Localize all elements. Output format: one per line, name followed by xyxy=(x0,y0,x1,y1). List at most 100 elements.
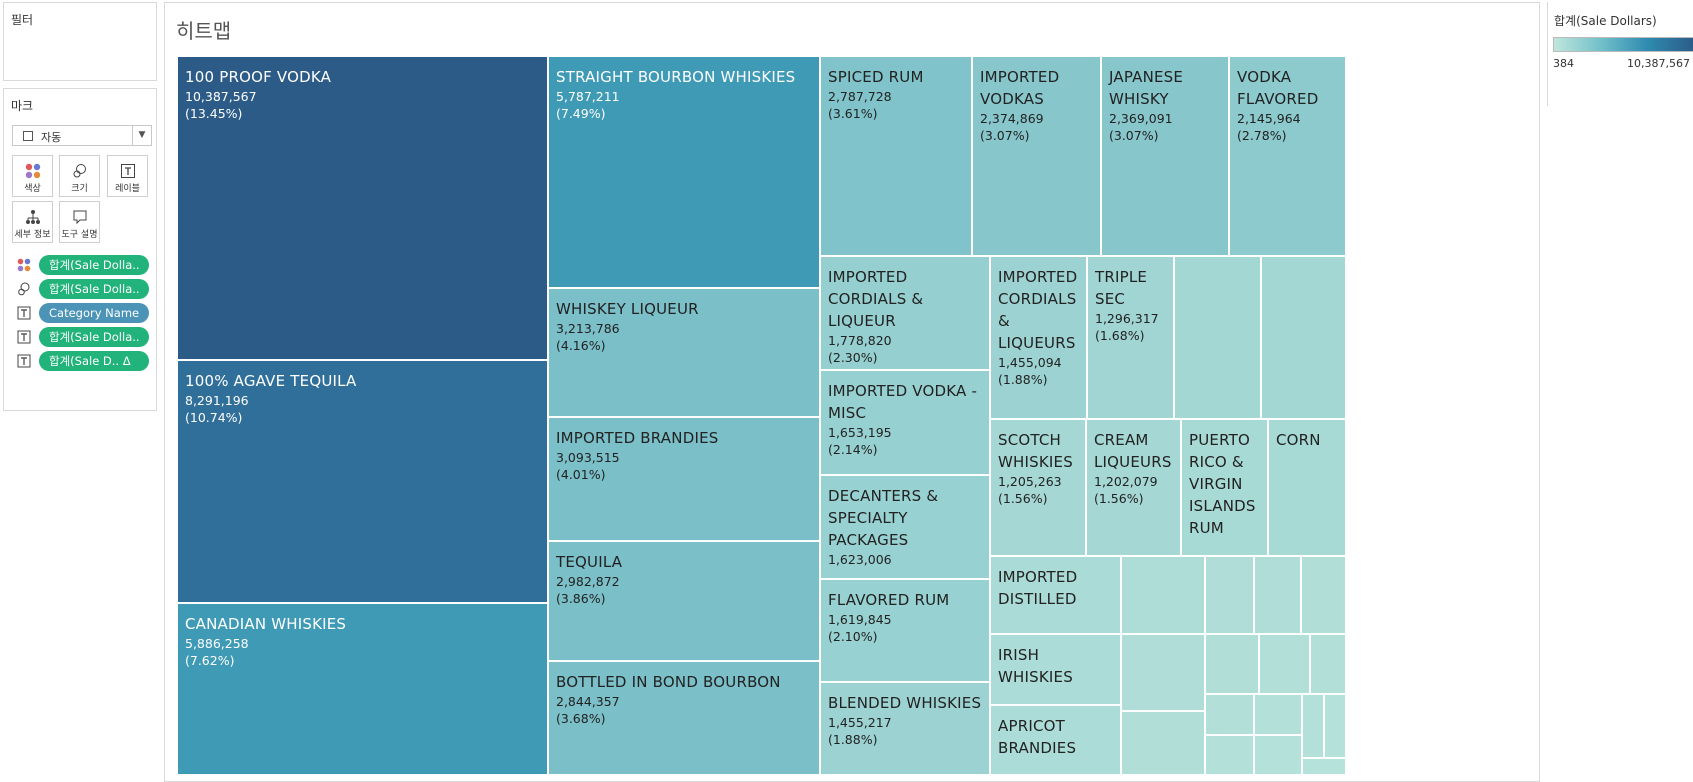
cell-name: DECANTERS & SPECIALTY PACKAGES xyxy=(828,487,939,549)
treemap-cell[interactable] xyxy=(1174,256,1261,419)
cell-value: 2,787,728 xyxy=(828,89,892,104)
cell-value: 2,844,357 xyxy=(556,694,620,709)
treemap-cell[interactable]: IMPORTED CORDIALS & LIQUEURS 1,455,094 (… xyxy=(990,256,1087,419)
marks-title: 마크 xyxy=(11,99,34,113)
cell-percent: (4.16%) xyxy=(556,338,606,353)
label-icon xyxy=(17,354,31,368)
treemap-cell[interactable]: APRICOT BRANDIES xyxy=(990,705,1121,775)
treemap-cell[interactable]: WHISKEY LIQUEUR 3,213,786 (4.16%) xyxy=(548,288,820,417)
treemap-cell[interactable] xyxy=(1121,556,1205,634)
treemap-cell[interactable]: IMPORTED BRANDIES 3,093,515 (4.01%) xyxy=(548,417,820,541)
cell-name: PUERTO RICO & VIRGIN ISLANDS RUM xyxy=(1189,431,1256,537)
treemap-cell[interactable] xyxy=(1205,556,1254,634)
treemap-cell[interactable]: VODKA FLAVORED 2,145,964 (2.78%) xyxy=(1229,56,1346,256)
pill-row[interactable]: 합계(Sale Dolla.. xyxy=(12,255,158,275)
cell-percent: (2.14%) xyxy=(828,442,878,457)
square-mark-icon xyxy=(23,131,33,141)
treemap-cell[interactable] xyxy=(1259,634,1310,694)
treemap-cell[interactable] xyxy=(1254,735,1302,775)
cell-name: FLAVORED RUM xyxy=(828,591,950,609)
label-button[interactable]: 레이블 xyxy=(107,155,148,197)
cell-percent: (7.62%) xyxy=(185,653,235,668)
treemap-chart[interactable]: 100 PROOF VODKA 10,387,567 (13.45%) 100%… xyxy=(177,56,1346,775)
cell-percent: (1.56%) xyxy=(1094,491,1144,506)
mark-type-dropdown[interactable]: 자동 ▼ xyxy=(12,125,152,146)
treemap-cell[interactable]: JAPANESE WHISKY 2,369,091 (3.07%) xyxy=(1101,56,1229,256)
detail-icon xyxy=(25,210,40,224)
pill-sum-sale-dollars-color[interactable]: 합계(Sale Dolla.. xyxy=(39,255,149,275)
tooltip-button-label: 도구 설명 xyxy=(61,230,98,240)
pill-sum-sale-dollars-percent[interactable]: 합계(Sale D.. Δ xyxy=(39,351,149,371)
treemap-cell[interactable] xyxy=(1302,758,1346,775)
treemap-cell[interactable]: 100 PROOF VODKA 10,387,567 (13.45%) xyxy=(177,56,548,360)
treemap-cell[interactable] xyxy=(1205,735,1254,775)
treemap-cell[interactable]: BOTTLED IN BOND BOURBON 2,844,357 (3.68%… xyxy=(548,661,820,775)
pill-row[interactable]: 합계(Sale D.. Δ xyxy=(12,351,158,371)
treemap-cell[interactable]: FLAVORED RUM 1,619,845 (2.10%) xyxy=(820,579,990,682)
treemap-cell[interactable]: STRAIGHT BOURBON WHISKIES 5,787,211 (7.4… xyxy=(548,56,820,288)
treemap-cell[interactable] xyxy=(1205,694,1254,735)
treemap-cell[interactable]: IMPORTED CORDIALS & LIQUEUR 1,778,820 (2… xyxy=(820,256,990,370)
filters-shelf[interactable]: 필터 xyxy=(3,2,157,81)
cell-percent: (3.07%) xyxy=(980,128,1030,143)
cell-value: 3,093,515 xyxy=(556,450,620,465)
size-button[interactable]: 크기 xyxy=(59,155,100,197)
pill-row[interactable]: 합계(Sale Dolla.. xyxy=(12,279,158,299)
cell-percent: (1.88%) xyxy=(998,372,1048,387)
treemap-cell[interactable]: TEQUILA 2,982,872 (3.86%) xyxy=(548,541,820,661)
cell-value: 2,982,872 xyxy=(556,574,620,589)
treemap-cell[interactable] xyxy=(1254,556,1301,634)
cell-percent: (1.88%) xyxy=(828,732,878,747)
treemap-cell[interactable]: SPICED RUM 2,787,728 (3.61%) xyxy=(820,56,972,256)
cell-name: IMPORTED CORDIALS & LIQUEUR xyxy=(828,268,924,330)
treemap-cell[interactable] xyxy=(1302,694,1324,758)
cell-value: 1,653,195 xyxy=(828,425,892,440)
cell-value: 5,787,211 xyxy=(556,89,620,104)
treemap-cell[interactable]: IMPORTED DISTILLED xyxy=(990,556,1121,634)
treemap-cell[interactable]: SCOTCH WHISKIES 1,205,263 (1.56%) xyxy=(990,419,1086,556)
size-icon xyxy=(73,164,86,178)
cell-name: IMPORTED VODKAS xyxy=(980,68,1060,108)
treemap-cell[interactable]: CANADIAN WHISKIES 5,886,258 (7.62%) xyxy=(177,603,548,775)
treemap-cell[interactable] xyxy=(1301,556,1346,634)
treemap-cell[interactable]: IMPORTED VODKAS 2,374,869 (3.07%) xyxy=(972,56,1101,256)
label-icon xyxy=(17,330,31,344)
size-button-label: 크기 xyxy=(71,184,88,194)
treemap-cell[interactable] xyxy=(1121,711,1205,775)
treemap-cell[interactable] xyxy=(1324,694,1346,758)
treemap-cell[interactable] xyxy=(1261,256,1346,419)
treemap-cell[interactable]: CREAM LIQUEURS 1,202,079 (1.56%) xyxy=(1086,419,1181,556)
color-button[interactable]: 색상 xyxy=(12,155,53,197)
treemap-cell[interactable]: IMPORTED VODKA - MISC 1,653,195 (2.14%) xyxy=(820,370,990,475)
treemap-cell[interactable]: IRISH WHISKIES xyxy=(990,634,1121,705)
treemap-cell[interactable] xyxy=(1205,634,1259,694)
treemap-cell[interactable]: CORN xyxy=(1268,419,1346,556)
cell-name: TRIPLE SEC xyxy=(1095,268,1148,308)
treemap-cell[interactable]: PUERTO RICO & VIRGIN ISLANDS RUM xyxy=(1181,419,1268,556)
color-icon xyxy=(25,163,40,179)
treemap-cell[interactable]: 100% AGAVE TEQUILA 8,291,196 (10.74%) xyxy=(177,360,548,603)
cell-name: IRISH WHISKIES xyxy=(998,646,1073,686)
detail-button[interactable]: 세부 정보 xyxy=(12,201,53,243)
cell-name: WHISKEY LIQUEUR xyxy=(556,300,699,318)
treemap-cell[interactable] xyxy=(1310,634,1346,694)
pill-category-name[interactable]: Category Name xyxy=(39,303,149,323)
treemap-cell[interactable]: DECANTERS & SPECIALTY PACKAGES 1,623,006 xyxy=(820,475,990,579)
pill-row[interactable]: 합계(Sale Dolla.. xyxy=(12,327,158,347)
chevron-down-icon: ▼ xyxy=(132,126,151,145)
cell-name: VODKA FLAVORED xyxy=(1237,68,1319,108)
treemap-cell[interactable]: BLENDED WHISKIES 1,455,217 (1.88%) xyxy=(820,682,990,775)
cell-value: 10,387,567 xyxy=(185,89,257,104)
cell-value: 5,886,258 xyxy=(185,636,249,651)
cell-name: TEQUILA xyxy=(556,553,623,571)
pill-row[interactable]: Category Name xyxy=(12,303,158,323)
treemap-cell[interactable] xyxy=(1121,634,1205,711)
treemap-cell[interactable]: TRIPLE SEC 1,296,317 (1.68%) xyxy=(1087,256,1174,419)
cell-name: 100 PROOF VODKA xyxy=(185,68,332,86)
pill-sum-sale-dollars-size[interactable]: 합계(Sale Dolla.. xyxy=(39,279,149,299)
cell-percent: (3.86%) xyxy=(556,591,606,606)
treemap-cell[interactable] xyxy=(1254,694,1302,735)
cell-percent: (3.68%) xyxy=(556,711,606,726)
pill-sum-sale-dollars-label[interactable]: 합계(Sale Dolla.. xyxy=(39,327,149,347)
tooltip-button[interactable]: 도구 설명 xyxy=(59,201,100,243)
